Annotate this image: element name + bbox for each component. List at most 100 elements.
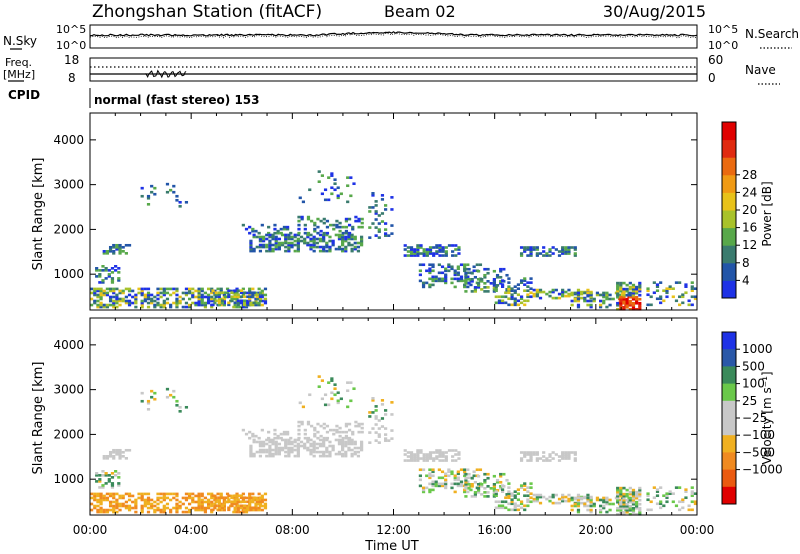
velocity-cell bbox=[112, 492, 116, 496]
velocity-cell bbox=[260, 428, 264, 432]
power-cell bbox=[217, 297, 221, 301]
power-cell bbox=[561, 294, 565, 298]
power-cell bbox=[681, 301, 685, 305]
velocity-cell bbox=[678, 508, 682, 512]
power-cell bbox=[589, 291, 593, 295]
velocity-cell bbox=[586, 499, 590, 503]
velocity-cell bbox=[260, 498, 264, 502]
power-cell bbox=[494, 295, 498, 299]
velocity-cell bbox=[576, 504, 581, 508]
power-cell bbox=[486, 280, 490, 283]
power-cell bbox=[535, 254, 539, 257]
colorbar-tick-label: −25 bbox=[742, 411, 767, 425]
velocity-cell bbox=[687, 508, 691, 512]
power-cell bbox=[95, 269, 99, 272]
power-cell bbox=[296, 245, 300, 249]
power-cell bbox=[535, 248, 539, 251]
velocity-cell bbox=[236, 498, 240, 502]
velocity-cell bbox=[438, 451, 442, 454]
power-cell bbox=[592, 299, 596, 303]
velocity-cell bbox=[535, 457, 539, 460]
velocity-cell bbox=[263, 506, 268, 510]
velocity-cell bbox=[118, 496, 122, 500]
power-cell bbox=[327, 176, 331, 179]
power-cell bbox=[453, 273, 457, 277]
velocity-cell bbox=[117, 482, 121, 485]
velocity-cell bbox=[112, 508, 116, 512]
power-cell bbox=[622, 281, 626, 285]
velocity-cell bbox=[665, 496, 669, 500]
power-cell bbox=[227, 303, 231, 307]
power-cell bbox=[384, 234, 388, 237]
power-cell bbox=[96, 303, 100, 307]
velocity-cell bbox=[339, 397, 343, 401]
velocity-cell bbox=[200, 506, 204, 510]
power-cell bbox=[440, 265, 445, 269]
power-cell bbox=[112, 250, 116, 253]
power-cell bbox=[464, 275, 468, 279]
velocity-cell bbox=[434, 484, 438, 488]
power-cell bbox=[203, 301, 208, 305]
velocity-cell bbox=[213, 506, 217, 510]
velocity-cell bbox=[483, 472, 487, 476]
velocity-cell bbox=[181, 502, 185, 506]
power-cell bbox=[428, 248, 433, 251]
power-cell bbox=[320, 174, 324, 177]
velocity-cell bbox=[102, 457, 106, 460]
velocity-cell bbox=[646, 494, 650, 498]
velocity-cell bbox=[377, 427, 381, 430]
power-cell bbox=[347, 243, 351, 247]
velocity-cell bbox=[500, 484, 505, 487]
search-noise-line bbox=[90, 33, 698, 39]
power-cell bbox=[573, 297, 577, 301]
time-tick-label: 16:00 bbox=[477, 523, 512, 537]
power-cell bbox=[271, 233, 275, 237]
power-cell bbox=[153, 305, 157, 309]
power-cell bbox=[635, 295, 639, 299]
power-cell bbox=[413, 252, 417, 255]
power-cell bbox=[589, 299, 593, 303]
velocity-cell bbox=[602, 504, 606, 508]
velocity-colorbar-label: Velocity [m s⁻¹] bbox=[760, 371, 774, 464]
velocity-cell bbox=[303, 442, 307, 446]
velocity-cell bbox=[172, 506, 176, 510]
power-cell bbox=[409, 254, 414, 257]
power-cell bbox=[567, 252, 571, 255]
velocity-cell bbox=[441, 455, 445, 458]
velocity-cell bbox=[631, 490, 636, 494]
velocity-cell bbox=[146, 399, 151, 403]
power-cell bbox=[341, 241, 345, 245]
velocity-cell bbox=[486, 472, 490, 476]
station-title: Zhongshan Station (fitACF) bbox=[92, 2, 322, 22]
power-cell bbox=[608, 297, 612, 301]
power-cell bbox=[431, 265, 435, 269]
power-cell bbox=[156, 287, 160, 291]
power-cell bbox=[431, 269, 435, 273]
velocity-cell bbox=[428, 476, 432, 480]
power-cell bbox=[470, 271, 474, 275]
power-cell bbox=[535, 252, 539, 255]
power-cell bbox=[467, 277, 471, 281]
power-cell bbox=[486, 271, 490, 275]
velocity-cell bbox=[628, 506, 632, 510]
power-cell bbox=[625, 287, 629, 291]
velocity-cell bbox=[551, 501, 555, 505]
velocity-cell bbox=[605, 496, 609, 500]
velocity-cell bbox=[535, 459, 539, 462]
velocity-cell bbox=[165, 506, 170, 510]
power-cell bbox=[303, 237, 307, 241]
velocity-cell bbox=[497, 506, 502, 510]
power-cell bbox=[684, 291, 688, 295]
power-cell bbox=[428, 263, 432, 267]
velocity-cell bbox=[437, 476, 441, 480]
velocity-cell bbox=[268, 438, 272, 442]
power-cell bbox=[497, 299, 502, 303]
velocity-cell bbox=[162, 510, 166, 514]
velocity-cell bbox=[258, 450, 263, 454]
velocity-cell bbox=[222, 506, 226, 510]
power-cell bbox=[317, 180, 321, 183]
velocity-cell bbox=[331, 444, 335, 448]
power-cell bbox=[470, 277, 474, 281]
power-cell bbox=[470, 280, 474, 283]
velocity-cell bbox=[409, 453, 414, 456]
